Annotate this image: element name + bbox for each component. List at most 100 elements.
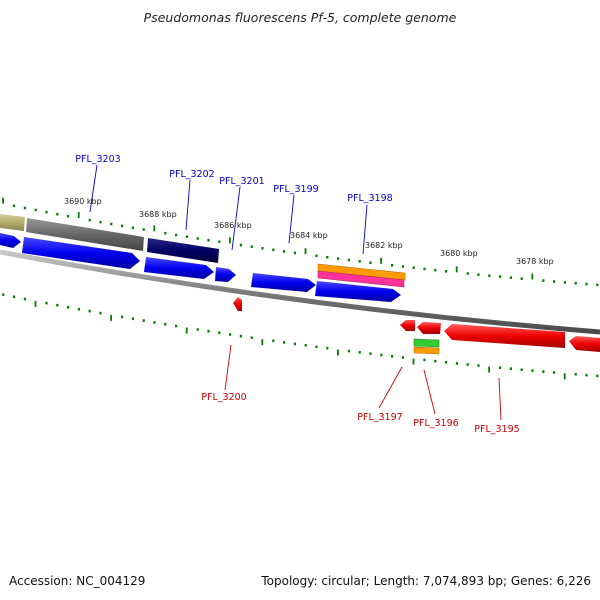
scale-labels: 3690 kbp 3688 kbp 3686 kbp 3684 kbp 3682… [64, 197, 554, 266]
reverse-genes [233, 297, 600, 355]
minor-tick [499, 366, 502, 369]
minor-tick [239, 243, 242, 247]
minor-tick [99, 220, 102, 224]
minor-tick [196, 328, 199, 331]
minor-tick [229, 333, 232, 336]
gene-arrow-forward[interactable] [22, 237, 140, 269]
minor-tick [369, 352, 372, 355]
minor-tick [131, 317, 134, 321]
minor-tick [218, 331, 221, 335]
feature-orange-lower[interactable] [413, 346, 440, 355]
minor-tick [196, 237, 199, 240]
minor-tick [67, 305, 70, 309]
gene-label-reverse[interactable]: PFL_3196 [413, 418, 458, 429]
minor-tick [542, 370, 545, 373]
feature-olive[interactable] [0, 214, 25, 231]
leader-line [231, 186, 241, 251]
scale-label: 3690 kbp [64, 197, 102, 206]
feature-orange[interactable] [317, 263, 406, 281]
minor-tick [574, 372, 577, 376]
minor-tick [358, 260, 361, 263]
gene-label-forward[interactable]: PFL_3198 [347, 193, 392, 204]
gene-label-forward[interactable]: PFL_3199 [273, 184, 318, 195]
minor-tick [23, 206, 26, 210]
gene-arrow-forward[interactable] [0, 233, 21, 248]
gene-arrow-reverse[interactable] [444, 324, 565, 348]
minor-tick [293, 251, 296, 255]
gene-label-reverse[interactable]: PFL_3197 [357, 412, 402, 423]
genome-backbone [0, 249, 600, 335]
major-tick [153, 225, 156, 232]
minor-tick [131, 226, 134, 230]
gene-arrow-reverse[interactable] [233, 297, 242, 311]
minor-tick [13, 295, 16, 299]
minor-tick [326, 255, 329, 259]
gene-label-forward[interactable]: PFL_3203 [75, 154, 120, 165]
minor-tick [391, 355, 394, 358]
minor-tick [175, 233, 178, 237]
minor-tick [423, 358, 426, 362]
minor-tick [110, 222, 113, 226]
gene-arrow-reverse[interactable] [417, 322, 441, 334]
leader-line [224, 344, 232, 391]
gene-label-forward[interactable]: PFL_3202 [169, 169, 214, 180]
minor-tick [164, 322, 167, 326]
minor-tick [88, 309, 91, 313]
minor-tick [401, 265, 404, 268]
minor-tick [520, 277, 523, 280]
minor-tick [67, 214, 70, 218]
gene-label-reverse[interactable]: PFL_3195 [474, 424, 519, 435]
feature-navy[interactable] [147, 238, 219, 263]
minor-tick [596, 374, 599, 378]
minor-tick [45, 301, 48, 305]
gene-label-forward[interactable]: PFL_3201 [219, 176, 264, 187]
minor-tick [347, 258, 350, 262]
leader-line [423, 369, 436, 415]
gene-arrow-forward[interactable] [144, 257, 214, 279]
gene-label-reverse[interactable]: PFL_3200 [201, 392, 246, 403]
forward-genes [0, 233, 401, 302]
gene-arrow-reverse[interactable] [400, 320, 415, 331]
feature-green[interactable] [413, 338, 440, 348]
minor-tick [99, 311, 102, 315]
minor-tick [218, 240, 221, 244]
gene-arrow-forward[interactable] [215, 267, 236, 282]
accession-text: Accession: NC_004129 [9, 574, 145, 588]
minor-tick [477, 364, 480, 367]
scale-label: 3686 kbp [214, 221, 252, 230]
minor-tick [412, 266, 415, 269]
minor-tick [596, 283, 599, 287]
minor-tick [315, 345, 318, 349]
feature-pink[interactable] [317, 270, 405, 288]
minor-tick [401, 356, 404, 359]
genome-summary-text: Topology: circular; Length: 7,074,893 bp… [260, 574, 591, 588]
gene-arrow-forward[interactable] [251, 273, 316, 292]
minor-tick [369, 261, 372, 264]
minor-tick [488, 274, 491, 277]
minor-tick [207, 238, 210, 242]
minor-tick [34, 208, 37, 212]
minor-tick [250, 245, 253, 248]
minor-tick [45, 210, 48, 214]
minor-tick [347, 349, 350, 353]
gene-arrow-reverse[interactable] [569, 336, 600, 352]
outer-tick-row [2, 197, 599, 287]
leader-line [185, 179, 191, 231]
feature-gray[interactable] [26, 218, 144, 251]
minor-tick [574, 281, 577, 285]
minor-tick [509, 276, 512, 279]
minor-tick [455, 362, 458, 365]
minor-tick [207, 329, 210, 333]
major-tick [531, 273, 534, 280]
minor-tick [585, 282, 588, 286]
leader-line [362, 204, 368, 255]
minor-tick [250, 336, 253, 339]
major-tick [337, 349, 339, 356]
minor-tick [477, 273, 480, 276]
minor-tick [391, 264, 394, 267]
minor-tick [153, 321, 156, 324]
minor-tick [434, 359, 437, 363]
gene-arrow-forward[interactable] [315, 281, 401, 302]
minor-tick [261, 247, 264, 250]
